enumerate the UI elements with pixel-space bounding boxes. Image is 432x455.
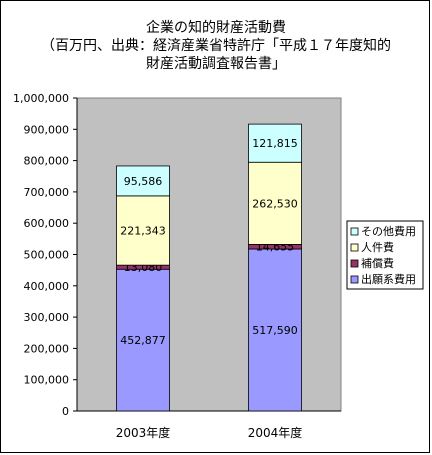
y-tick-label: 100,000 <box>24 374 70 387</box>
data-label: 95,586 <box>124 175 163 188</box>
y-tick-label: 1,000,000 <box>13 92 69 105</box>
bar-segment <box>248 123 302 163</box>
data-label: 452,877 <box>120 334 166 347</box>
y-tick-label: 200,000 <box>24 342 70 355</box>
bar-segment <box>116 268 170 412</box>
bar-segment <box>248 161 302 245</box>
chart-title-block: 企業の知的財産活動費 （百万円、出典：経済産業省特許庁「平成１７年度知的 財産活… <box>1 19 431 73</box>
legend-label: 出願系費用 <box>361 272 416 286</box>
bar-segment <box>248 248 302 412</box>
chart-title: 企業の知的財産活動費 <box>146 20 286 36</box>
y-tick-label: 0 <box>62 405 69 418</box>
bar-segment <box>116 195 170 266</box>
legend-swatch <box>350 275 359 284</box>
data-label: 517,590 <box>252 324 298 337</box>
y-tick-label: 500,000 <box>24 249 70 262</box>
x-category-label: 2004年度 <box>248 425 303 440</box>
y-tick-label: 700,000 <box>24 186 70 199</box>
bars: 452,87713,080221,34395,586517,59014,6552… <box>116 123 302 412</box>
data-label: 221,343 <box>120 225 166 238</box>
y-tick-label: 300,000 <box>24 311 70 324</box>
legend-swatch <box>350 259 359 268</box>
data-label: 121,815 <box>252 137 298 150</box>
x-axis-labels: 2003年度 2004年度 <box>116 425 303 440</box>
legend-label: その他費用 <box>361 224 416 238</box>
chart-subtitle-line-2: 財産活動調査報告書」 <box>146 56 286 72</box>
legend-swatch <box>350 227 359 236</box>
y-tick-label: 800,000 <box>24 155 70 168</box>
legend-swatch <box>350 243 359 252</box>
legend-label: 人件費 <box>361 240 394 254</box>
x-category-label: 2003年度 <box>116 425 171 440</box>
y-axis-ticks: 0 100,000 200,000 300,000 400,000 500,000 600,… <box>13 92 341 418</box>
bar-segment <box>116 165 170 197</box>
legend-label: 補償費 <box>361 256 394 270</box>
y-tick-label: 400,000 <box>24 280 70 293</box>
chart-subtitle-line-1: （百万円、出典：経済産業省特許庁「平成１７年度知的 <box>41 38 391 54</box>
y-tick-label: 900,000 <box>24 123 70 136</box>
legend-box <box>346 220 424 290</box>
y-tick-label: 600,000 <box>24 217 70 230</box>
data-label: 262,530 <box>252 197 298 210</box>
